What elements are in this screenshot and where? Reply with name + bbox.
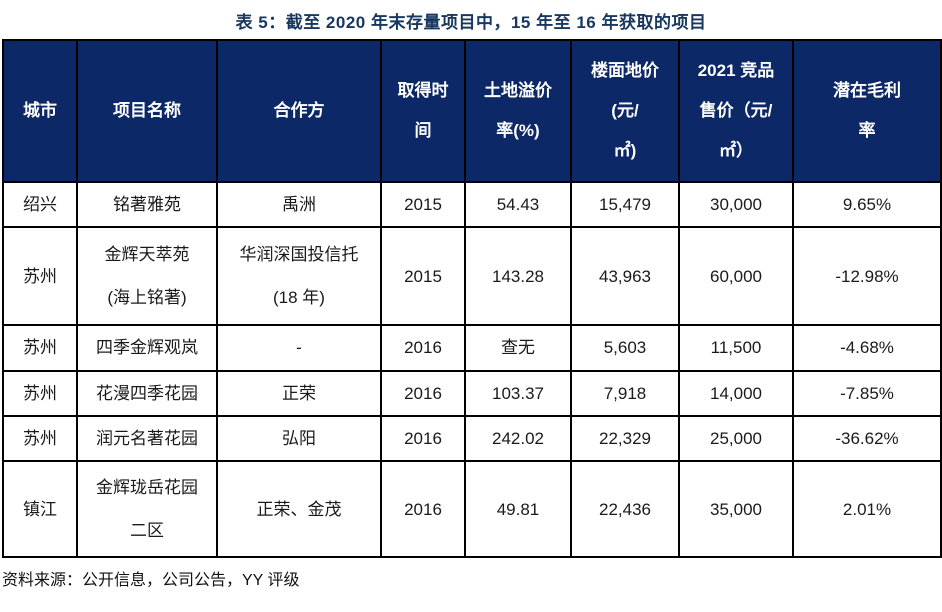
table-cell: 54.43 (464, 180, 572, 229)
table-cell: -4.68% (792, 324, 942, 372)
table-cell: 14,000 (678, 369, 794, 418)
table-cell: 35,000 (678, 460, 794, 559)
table-cell: 49.81 (464, 460, 572, 559)
header-city: 城市 (2, 39, 78, 183)
table-cell: 60,000 (678, 226, 794, 327)
table-cell: 9.65% (792, 180, 942, 229)
table-cell: 弘阳 (216, 415, 382, 463)
table-cell: -12.98% (792, 226, 942, 327)
table-cell: 正荣 (216, 369, 382, 418)
table-cell: 苏州 (2, 324, 78, 372)
table-row: 苏州 金辉天萃苑 (海上铭著) 华润深国投信托 (18 年) 2015 143.… (2, 226, 942, 327)
table-row: 苏州 花漫四季花园 正荣 2016 103.37 7,918 14,000 -7… (2, 369, 942, 418)
table-row: 苏州 四季金辉观岚 - 2016 查无 5,603 11,500 -4.68% (2, 324, 942, 372)
table-cell: 铭著雅苑 (76, 180, 218, 229)
table-cell: 查无 (464, 324, 572, 372)
table-cell: - (216, 324, 382, 372)
table-title: 表 5：截至 2020 年末存量项目中，15 年至 16 年获取的项目 (235, 13, 707, 32)
table-cell: 润元名著花园 (76, 415, 218, 463)
table-cell: 43,963 (570, 226, 680, 327)
table-cell: 7,918 (570, 369, 680, 418)
table-cell: 2016 (380, 460, 466, 559)
table-cell: 2015 (380, 180, 466, 229)
table-row: 镇江 金辉珑岳花园 二区 正荣、金茂 2016 49.81 22,436 35,… (2, 460, 942, 559)
table-cell: 华润深国投信托 (18 年) (216, 226, 382, 327)
table-cell: 2016 (380, 415, 466, 463)
table-cell: 15,479 (570, 180, 680, 229)
table-row: 苏州 润元名著花园 弘阳 2016 242.02 22,329 25,000 -… (2, 415, 942, 463)
table-row: 绍兴 铭著雅苑 禹洲 2015 54.43 15,479 30,000 9.65… (2, 180, 942, 229)
table-cell: 镇江 (2, 460, 78, 559)
table-cell: 2016 (380, 324, 466, 372)
source-note: 资料来源：公开信息，公司公告，YY 评级 (2, 572, 300, 590)
table-cell: 103.37 (464, 369, 572, 418)
table-cell: 22,329 (570, 415, 680, 463)
table-cell: 2016 (380, 369, 466, 418)
table-cell: 30,000 (678, 180, 794, 229)
header-acquisition-time: 取得时 间 (380, 39, 466, 183)
header-competitor-price: 2021 竞品 售价（元/ ㎡） (678, 39, 794, 183)
header-land-premium: 土地溢价 率(%) (464, 39, 572, 183)
table-cell: 金辉天萃苑 (海上铭著) (76, 226, 218, 327)
table-cell: 苏州 (2, 369, 78, 418)
table-cell: 5,603 (570, 324, 680, 372)
table-cell: 143.28 (464, 226, 572, 327)
header-partner: 合作方 (216, 39, 382, 183)
table-cell: 苏州 (2, 415, 78, 463)
projects-table: 城市 项目名称 合作方 取得时 间 土地溢价 率(%) 楼面地价 (元/ ㎡) … (2, 39, 942, 559)
table-cell: 2.01% (792, 460, 942, 559)
table-cell: 11,500 (678, 324, 794, 372)
table-header-row: 城市 项目名称 合作方 取得时 间 土地溢价 率(%) 楼面地价 (元/ ㎡) … (2, 39, 942, 183)
header-gross-margin: 潜在毛利 率 (792, 39, 942, 183)
table-cell: 2015 (380, 226, 466, 327)
header-floor-price: 楼面地价 (元/ ㎡) (570, 39, 680, 183)
table-cell: 25,000 (678, 415, 794, 463)
table-cell: 金辉珑岳花园 二区 (76, 460, 218, 559)
table-cell: 22,436 (570, 460, 680, 559)
table-cell: -7.85% (792, 369, 942, 418)
header-project-name: 项目名称 (76, 39, 218, 183)
table-cell: -36.62% (792, 415, 942, 463)
table-cell: 242.02 (464, 415, 572, 463)
table-cell: 禹洲 (216, 180, 382, 229)
table-cell: 花漫四季花园 (76, 369, 218, 418)
table-cell: 绍兴 (2, 180, 78, 229)
table-cell: 四季金辉观岚 (76, 324, 218, 372)
table-cell: 苏州 (2, 226, 78, 327)
table-cell: 正荣、金茂 (216, 460, 382, 559)
